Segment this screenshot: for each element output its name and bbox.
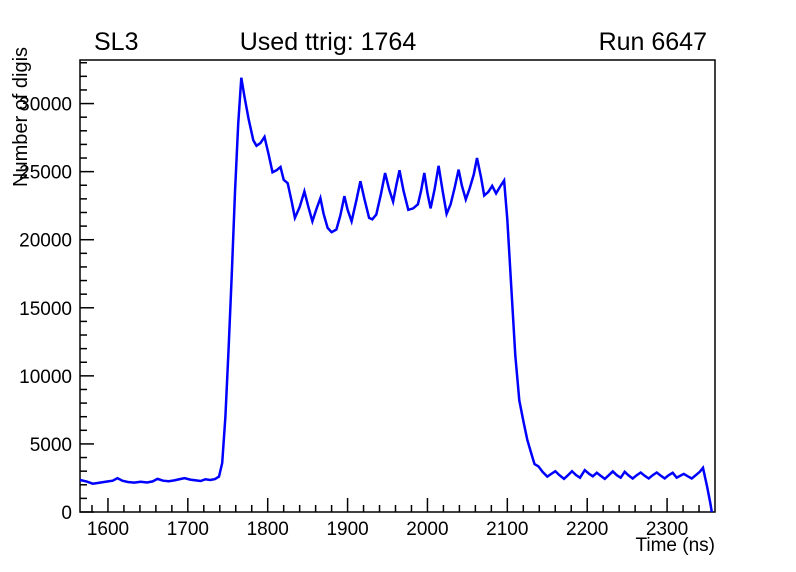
y-tick-label: 30000 bbox=[19, 95, 72, 116]
x-axis-title: Time (ns) bbox=[635, 535, 715, 556]
y-tick-label: 10000 bbox=[19, 367, 72, 388]
y-tick-label: 20000 bbox=[19, 231, 72, 252]
y-tick-label: 25000 bbox=[19, 163, 72, 184]
x-tick-label: 2200 bbox=[566, 519, 608, 540]
x-tick-label: 2000 bbox=[406, 519, 448, 540]
chart-title-center: Used ttrig: 1764 bbox=[240, 28, 417, 56]
y-tick-label: 0 bbox=[61, 503, 72, 524]
y-axis-title: Number of digis bbox=[10, 47, 32, 187]
y-tick-label: 5000 bbox=[30, 435, 72, 456]
x-tick-label: 1800 bbox=[247, 519, 289, 540]
x-tick-label: 2300 bbox=[646, 519, 688, 540]
chart-title-right: Run 6647 bbox=[599, 28, 707, 56]
chart-title-left: SL3 bbox=[94, 28, 138, 56]
x-tick-label: 2100 bbox=[486, 519, 528, 540]
x-tick-label: 1900 bbox=[326, 519, 368, 540]
y-axis: 0 5000 10000 15000 20000 25000 30000 bbox=[19, 61, 94, 524]
x-tick-label: 1600 bbox=[87, 519, 129, 540]
data-series-line bbox=[79, 77, 714, 513]
y-tick-label: 15000 bbox=[19, 299, 72, 320]
x-tick-label: 1700 bbox=[167, 519, 209, 540]
x-axis: 1600 1700 1800 1900 2000 2100 2200 2300 bbox=[87, 498, 700, 540]
plot-frame bbox=[79, 59, 716, 513]
